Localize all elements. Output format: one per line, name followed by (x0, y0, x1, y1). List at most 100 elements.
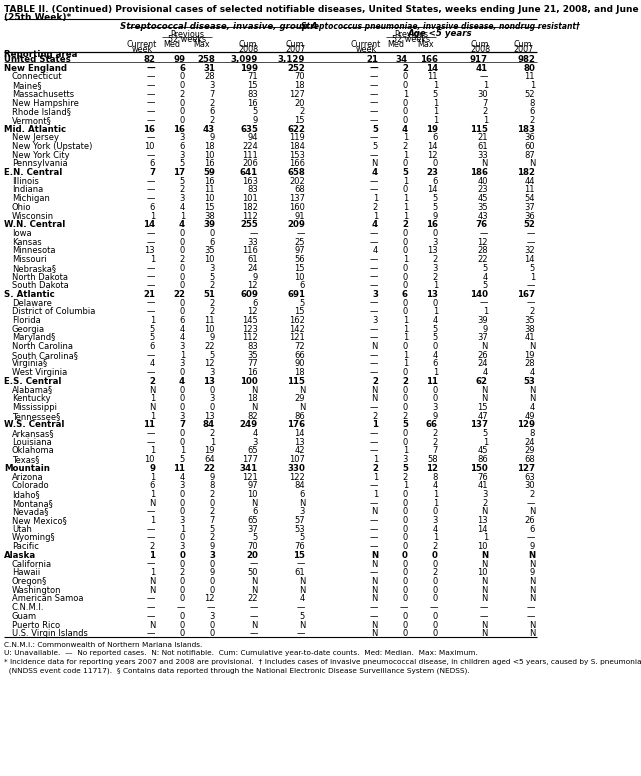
Text: 0: 0 (179, 247, 185, 255)
Text: 18: 18 (247, 394, 258, 404)
Text: 1: 1 (179, 525, 185, 534)
Text: —: — (370, 116, 378, 125)
Text: Maine§: Maine§ (12, 81, 42, 90)
Text: Wyoming§: Wyoming§ (12, 534, 56, 542)
Text: —: — (147, 603, 155, 612)
Text: 15: 15 (293, 551, 305, 560)
Text: 4: 4 (179, 324, 185, 334)
Text: 2: 2 (179, 255, 185, 264)
Text: —: — (370, 516, 378, 525)
Text: N: N (149, 499, 155, 508)
Text: —: — (147, 534, 155, 542)
Text: 28: 28 (478, 247, 488, 255)
Text: 9: 9 (149, 464, 155, 473)
Text: 4: 4 (433, 525, 438, 534)
Text: 37: 37 (524, 203, 535, 212)
Text: 47: 47 (478, 412, 488, 421)
Text: N: N (481, 394, 488, 404)
Text: —: — (370, 446, 378, 456)
Text: 0: 0 (403, 307, 408, 317)
Text: 14: 14 (294, 429, 305, 438)
Text: 0: 0 (179, 559, 185, 569)
Text: 0: 0 (403, 185, 408, 195)
Text: —: — (147, 99, 155, 108)
Text: 6: 6 (179, 316, 185, 325)
Text: —: — (147, 264, 155, 273)
Text: 86: 86 (478, 456, 488, 464)
Text: 142: 142 (289, 324, 305, 334)
Text: 26: 26 (524, 516, 535, 525)
Text: 6: 6 (433, 177, 438, 185)
Text: Missouri: Missouri (12, 255, 47, 264)
Text: 0: 0 (403, 438, 408, 447)
Text: 1: 1 (433, 99, 438, 108)
Text: —: — (370, 185, 378, 195)
Text: 1: 1 (179, 446, 185, 456)
Text: 3: 3 (483, 490, 488, 499)
Text: 5: 5 (529, 264, 535, 273)
Text: 5: 5 (179, 177, 185, 185)
Text: 3: 3 (179, 151, 185, 160)
Text: 16: 16 (247, 368, 258, 377)
Text: 76: 76 (294, 542, 305, 551)
Text: 11: 11 (204, 316, 215, 325)
Text: 0: 0 (403, 116, 408, 125)
Text: 249: 249 (240, 421, 258, 429)
Text: 66: 66 (426, 421, 438, 429)
Text: Cum: Cum (470, 40, 489, 49)
Text: 71: 71 (247, 72, 258, 81)
Text: 22: 22 (204, 342, 215, 351)
Text: 7: 7 (179, 421, 185, 429)
Text: 40: 40 (478, 177, 488, 185)
Text: —: — (527, 237, 535, 247)
Text: 16: 16 (426, 220, 438, 229)
Text: —: — (479, 72, 488, 81)
Text: 0: 0 (402, 551, 408, 560)
Text: 0: 0 (179, 281, 185, 290)
Text: 18: 18 (294, 81, 305, 90)
Text: (NNDSS event code 11717).  § Contains data reported through the National Electro: (NNDSS event code 11717). § Contains dat… (4, 667, 470, 674)
Text: N: N (372, 159, 378, 168)
Text: 64: 64 (204, 456, 215, 464)
Text: 0: 0 (179, 307, 185, 317)
Text: N: N (528, 551, 535, 560)
Text: C.N.M.I.: Commonwealth of Northern Mariana Islands.: C.N.M.I.: Commonwealth of Northern Maria… (4, 642, 203, 648)
Text: 2: 2 (210, 99, 215, 108)
Text: 100: 100 (240, 377, 258, 386)
Text: 10: 10 (247, 490, 258, 499)
Text: Connecticut: Connecticut (12, 72, 63, 81)
Text: 917: 917 (470, 55, 488, 64)
Text: 140: 140 (470, 290, 488, 299)
Text: —: — (370, 429, 378, 438)
Text: 31: 31 (203, 64, 215, 73)
Text: 9: 9 (210, 473, 215, 482)
Text: 18: 18 (294, 368, 305, 377)
Text: Maryland§: Maryland§ (12, 334, 55, 342)
Text: —: — (147, 237, 155, 247)
Text: 3: 3 (433, 403, 438, 412)
Text: 2: 2 (210, 116, 215, 125)
Text: 53: 53 (294, 525, 305, 534)
Text: 252: 252 (287, 64, 305, 73)
Text: New Jersey: New Jersey (12, 133, 59, 142)
Text: 35: 35 (204, 247, 215, 255)
Text: W.S. Central: W.S. Central (4, 421, 64, 429)
Text: 30: 30 (478, 90, 488, 99)
Text: 255: 255 (240, 220, 258, 229)
Text: Age <5 years: Age <5 years (408, 29, 472, 38)
Text: 13: 13 (204, 412, 215, 421)
Text: S. Atlantic: S. Atlantic (4, 290, 54, 299)
Text: 82: 82 (143, 55, 155, 64)
Text: —: — (370, 324, 378, 334)
Text: 44: 44 (524, 177, 535, 185)
Text: 2: 2 (373, 203, 378, 212)
Text: 5: 5 (150, 324, 155, 334)
Text: —: — (479, 603, 488, 612)
Text: 0: 0 (433, 229, 438, 238)
Text: 16: 16 (204, 159, 215, 168)
Text: 26: 26 (478, 351, 488, 360)
Text: —: — (147, 368, 155, 377)
Text: South Carolina§: South Carolina§ (12, 351, 78, 360)
Text: Current: Current (127, 40, 157, 49)
Text: 2: 2 (529, 116, 535, 125)
